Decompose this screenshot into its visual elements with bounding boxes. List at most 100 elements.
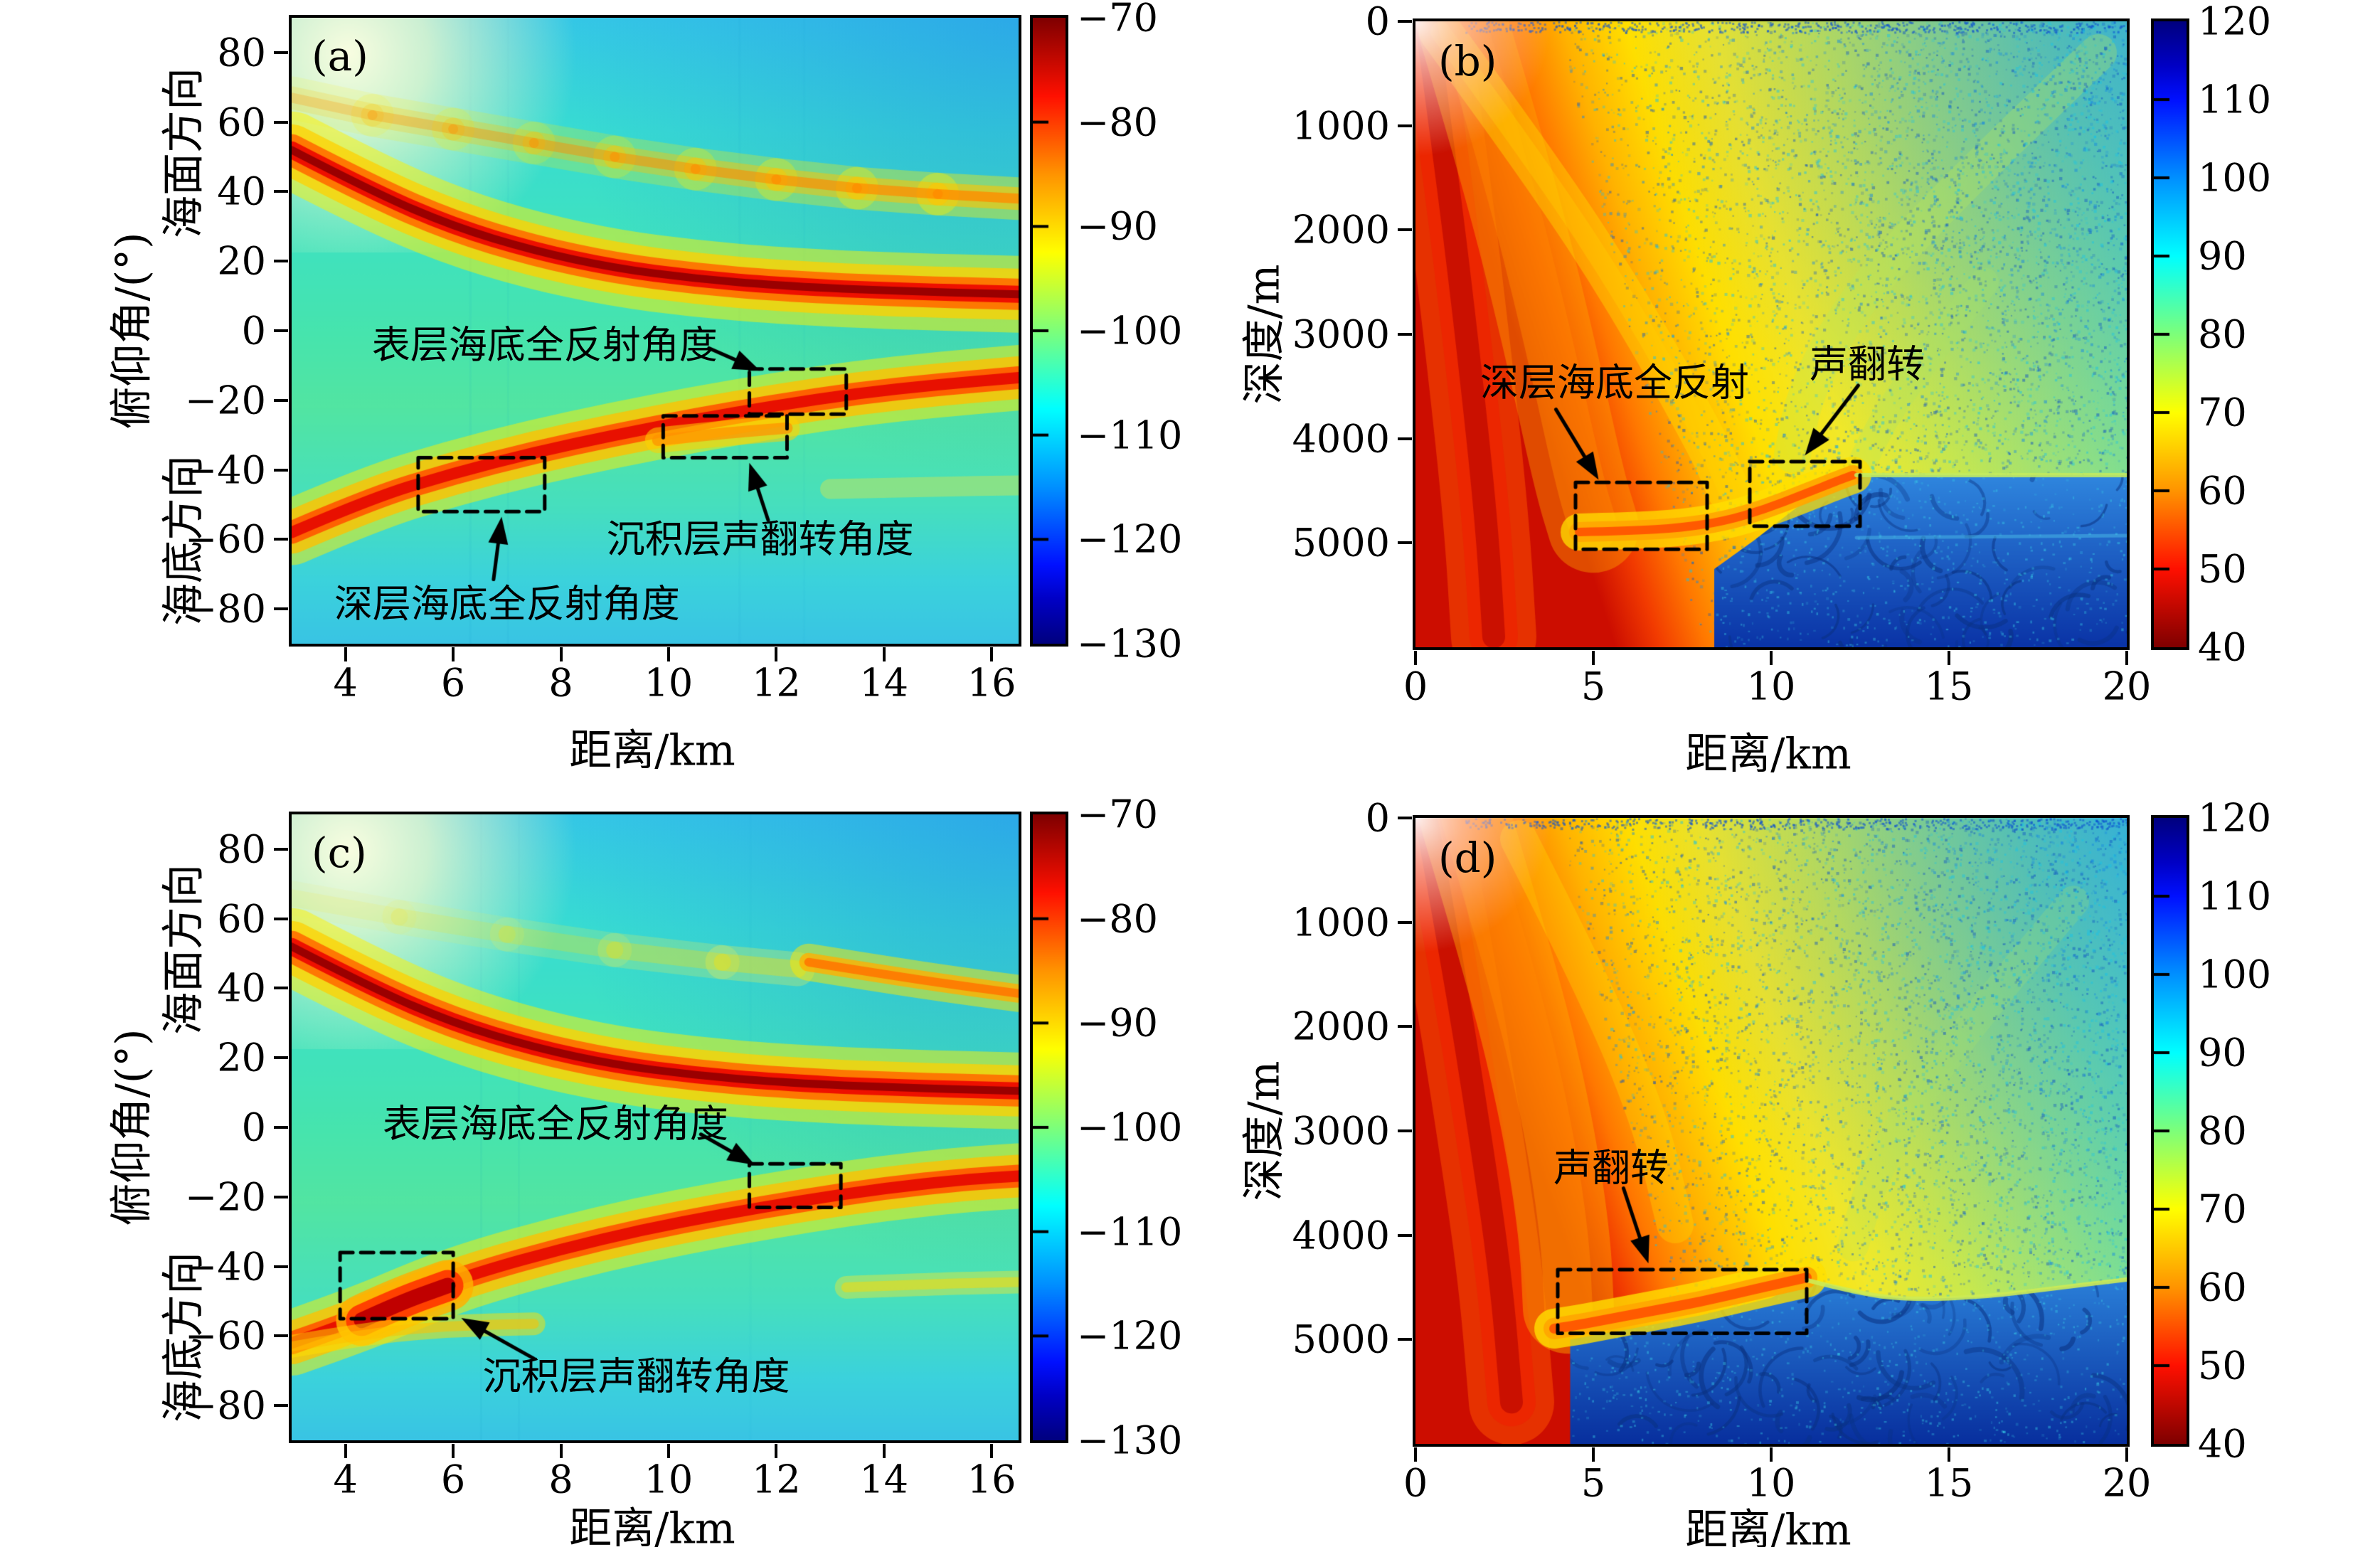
annotation-label: 声翻转 <box>1810 341 1925 387</box>
colorbar-tick-label: 100 <box>2198 155 2272 201</box>
colorbar-tick-label: 50 <box>2198 1343 2247 1388</box>
x-tick-label: 6 <box>440 1457 466 1502</box>
y-tick-label: 0 <box>1365 0 1390 44</box>
x-tick-label: 5 <box>1581 664 1606 709</box>
y-tick-mark <box>1398 1025 1412 1028</box>
y-tick-mark <box>274 1334 288 1338</box>
y-axis-label-d: 深度/m <box>1239 1060 1290 1201</box>
y-tick-label: 60 <box>217 100 266 145</box>
y-tick-label: 5000 <box>1292 1317 1390 1362</box>
x-tick-label: 6 <box>440 660 466 706</box>
colorbar-tick-label: −70 <box>1077 792 1158 837</box>
y-axis-label-a: 俯仰角/(°) <box>107 232 157 430</box>
x-tick-label: 20 <box>2102 1460 2152 1506</box>
panel-letter-c: (c) <box>312 829 367 877</box>
y-tick-label: 0 <box>241 1105 266 1150</box>
y-tick-label: −60 <box>185 1313 266 1359</box>
heatmap-c <box>289 812 1021 1443</box>
x-tick-label: 0 <box>1403 664 1428 709</box>
y-tick-mark <box>274 190 288 193</box>
annotation-label: 表层海底全反射角度 <box>382 1101 728 1147</box>
x-tick-label: 4 <box>333 1457 358 1502</box>
y-tick-label: 2000 <box>1292 207 1390 252</box>
colorbar-tick-label: −90 <box>1077 1000 1158 1046</box>
x-tick-mark <box>559 1444 563 1458</box>
x-tick-mark <box>2125 1447 2128 1462</box>
y-tick-mark <box>274 1056 288 1060</box>
x-tick-mark <box>775 1444 778 1458</box>
colorbar-tick-label: −80 <box>1077 896 1158 942</box>
y-axis-label-b: 深度/m <box>1239 264 1290 405</box>
colorbar-b <box>2151 18 2189 650</box>
y-tick-label: −40 <box>185 1244 266 1290</box>
colorbar-tick-label: 50 <box>2198 546 2247 592</box>
x-tick-label: 5 <box>1581 1460 1606 1506</box>
y-tick-label: −60 <box>185 516 266 562</box>
colorbar-tick-label: −120 <box>1077 1313 1183 1359</box>
y-tick-mark <box>274 538 288 541</box>
y-tick-label: 0 <box>241 308 266 353</box>
y-tick-label: 4000 <box>1292 1213 1390 1258</box>
x-tick-mark <box>559 647 563 661</box>
colorbar-tick-label: −110 <box>1077 413 1183 458</box>
x-tick-label: 10 <box>644 1457 694 1502</box>
y-tick-mark <box>1398 920 1412 924</box>
x-tick-label: 12 <box>751 660 801 706</box>
y-tick-label: −80 <box>185 586 266 632</box>
x-tick-mark <box>666 647 670 661</box>
y-tick-mark <box>1398 1233 1412 1237</box>
annotation-label: 声翻转 <box>1553 1145 1669 1191</box>
y-tick-mark <box>274 329 288 332</box>
y-tick-mark <box>274 120 288 124</box>
colorbar-tick-label: −110 <box>1077 1209 1183 1255</box>
colorbar-tick-label: 110 <box>2198 873 2272 919</box>
colorbar-tick-label: 90 <box>2198 1030 2247 1075</box>
y-tick-label: −80 <box>185 1383 266 1428</box>
y-tick-label: 40 <box>217 169 266 214</box>
colorbar-tick-label: 60 <box>2198 1265 2247 1310</box>
annotation-label: 沉积层声翻转角度 <box>482 1354 790 1399</box>
x-tick-label: 0 <box>1403 1460 1428 1506</box>
x-axis-label-a: 距离/km <box>569 725 735 776</box>
x-tick-mark <box>452 647 455 661</box>
y-tick-label: −20 <box>185 1174 266 1220</box>
x-tick-label: 16 <box>967 660 1016 706</box>
x-tick-label: 10 <box>1746 664 1796 709</box>
x-tick-mark <box>1770 1447 1773 1462</box>
y-axis-label-a-top: 海面方向 <box>159 68 209 238</box>
y-tick-label: 80 <box>217 30 266 75</box>
y-tick-label: 5000 <box>1292 520 1390 565</box>
colorbar-tick-label: −120 <box>1077 516 1183 562</box>
y-tick-mark <box>1398 1338 1412 1341</box>
x-tick-label: 8 <box>548 1457 573 1502</box>
x-tick-mark <box>2125 651 2128 665</box>
x-tick-label: 14 <box>859 1457 909 1502</box>
y-tick-label: −20 <box>185 378 266 423</box>
y-tick-mark <box>1398 1129 1412 1132</box>
y-tick-label: −40 <box>185 447 266 493</box>
panel-letter-a: (a) <box>312 32 368 80</box>
colorbar-tick-label: −100 <box>1077 1105 1183 1150</box>
x-tick-mark <box>990 1444 994 1458</box>
y-tick-mark <box>274 1265 288 1268</box>
colorbar-a <box>1030 15 1068 647</box>
x-tick-mark <box>882 1444 886 1458</box>
colorbar-tick-label: 100 <box>2198 952 2272 997</box>
y-tick-mark <box>1398 20 1412 23</box>
x-tick-mark <box>344 1444 347 1458</box>
y-tick-label: 1000 <box>1292 103 1390 149</box>
colorbar-tick-label: 40 <box>2198 624 2247 670</box>
colorbar-tick-label: −130 <box>1077 621 1183 666</box>
x-tick-mark <box>344 647 347 661</box>
annotation-label: 深层海底全反射角度 <box>334 581 680 627</box>
y-tick-mark <box>274 987 288 990</box>
colorbar-tick-label: 110 <box>2198 77 2272 122</box>
y-tick-label: 20 <box>217 238 266 284</box>
colorbar-tick-label: −90 <box>1077 203 1158 249</box>
x-tick-mark <box>882 647 886 661</box>
x-tick-mark <box>1948 1447 1950 1462</box>
panel-letter-b: (b) <box>1438 37 1497 85</box>
colorbar-tick-label: 40 <box>2198 1421 2247 1467</box>
colorbar-tick-label: −80 <box>1077 100 1158 145</box>
y-tick-mark <box>1398 333 1412 336</box>
